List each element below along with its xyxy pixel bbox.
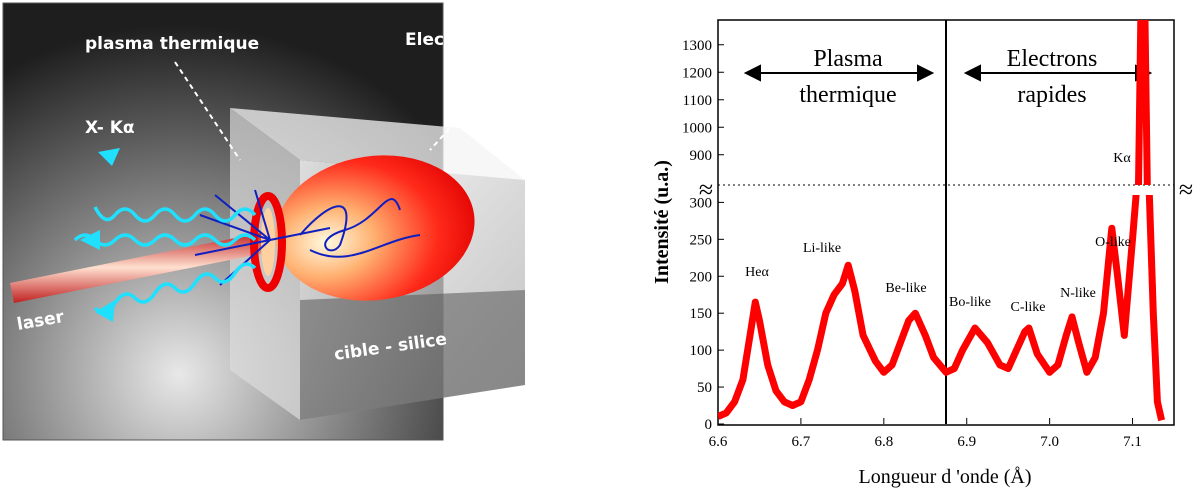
x-tick-label: 7.1	[1123, 434, 1142, 450]
plasma-blob	[275, 155, 475, 301]
xray-arrowheads	[80, 148, 120, 322]
x-tick-label: 6.9	[957, 434, 976, 450]
electron-tracks	[194, 189, 421, 286]
y-tick-label: 1300	[682, 38, 712, 54]
y-tick-label: 1100	[683, 93, 712, 109]
peak-label: Kα	[1113, 151, 1131, 166]
spectrum-line	[718, 195, 1166, 422]
xray-waves	[73, 206, 257, 314]
x-axis-label: Longueur d 'onde (Å)	[859, 466, 1032, 488]
spectrum-chart: ≈ ≈ 0 50 100 150 200 250 300 900 1000 1100 1200 130…	[651, 19, 1193, 488]
label-xray: X- Kα	[85, 118, 135, 138]
pointer-lines	[174, 61, 511, 161]
cube-shadow	[300, 290, 525, 420]
y-tick-label: 50	[697, 380, 712, 396]
peak-label: O-like	[1095, 235, 1131, 250]
y-tick-label: 200	[690, 269, 713, 285]
peak-label: Be-like	[885, 281, 926, 296]
focal-disc	[250, 192, 286, 292]
break-mark: ≈	[699, 175, 713, 204]
y-tick-label: 250	[690, 232, 713, 248]
region-label: rapides	[1017, 82, 1086, 108]
x-tick-label: 6.8	[874, 434, 893, 450]
region-label: Electrons	[1007, 46, 1098, 72]
peak-label: Bo-like	[949, 295, 991, 310]
x-tick-label: 6.7	[792, 434, 811, 450]
region-label: thermique	[799, 82, 896, 108]
region-label: Plasma	[813, 46, 883, 72]
laser-beam	[10, 232, 270, 303]
x-tick-label: 7.0	[1040, 434, 1059, 450]
peak-label: Li-like	[803, 241, 841, 256]
y-axis-label: Intensité (u.a.)	[651, 160, 673, 284]
x-tick-label: 6.6	[709, 434, 728, 450]
y-tick-label: 900	[690, 148, 713, 164]
cube-top	[230, 108, 525, 180]
illustration: plasma thermique Electrons rapides X- Kα…	[2, 2, 572, 441]
break-mark: ≈	[1179, 175, 1193, 204]
y-tick-label: 1000	[682, 120, 712, 136]
peak-label: Heα	[745, 265, 769, 280]
peak-label: C-like	[1011, 300, 1046, 315]
y-tick-label: 0	[705, 417, 713, 433]
y-tick-label: 1200	[682, 65, 712, 81]
y-tick-label: 100	[690, 343, 713, 359]
label-fast: Electrons rapides	[405, 30, 572, 50]
label-thermal: plasma thermique	[85, 34, 259, 54]
y-tick-label: 300	[690, 195, 713, 211]
peak-label: N-like	[1060, 286, 1096, 301]
y-tick-label: 150	[690, 306, 713, 322]
